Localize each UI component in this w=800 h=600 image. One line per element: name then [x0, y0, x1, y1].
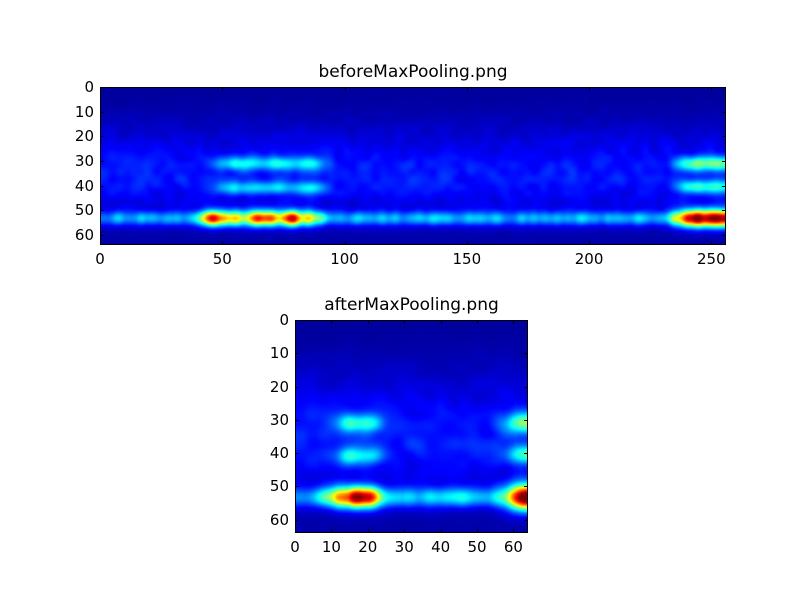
y-tick-mark	[295, 519, 299, 521]
y-tick-mark-right	[722, 235, 726, 237]
y-tick-mark	[295, 353, 299, 355]
y-tick-label: 20	[269, 377, 289, 396]
x-tick-mark	[100, 241, 101, 245]
y-tick-label: 50	[74, 201, 94, 220]
y-tick-mark	[295, 386, 299, 388]
x-tick-label: 250	[697, 250, 726, 268]
x-tick-mark-top	[295, 320, 296, 324]
y-tick-mark-right	[524, 386, 528, 388]
y-tick-label: 20	[74, 127, 94, 146]
heatmap-canvas-after	[296, 321, 527, 532]
y-tick-label: 60	[269, 510, 289, 529]
heatmap-after-max-pooling[interactable]	[295, 320, 528, 533]
x-tick-mark	[440, 529, 442, 533]
y-tick-mark	[100, 136, 104, 138]
y-tick-label: 10	[74, 102, 94, 121]
y-tick-label: 40	[74, 176, 94, 195]
y-tick-mark-right	[524, 519, 528, 521]
x-tick-mark-top	[222, 87, 224, 91]
y-tick-label: 30	[269, 410, 289, 429]
x-tick-mark	[331, 529, 333, 533]
x-tick-mark	[589, 241, 591, 245]
y-tick-mark-right	[524, 320, 528, 321]
x-tick-label: 200	[574, 250, 604, 268]
x-tick-mark-top	[404, 320, 406, 324]
y-tick-mark	[295, 320, 299, 321]
axes-before-max-pooling: beforeMaxPooling.png 0 10 20 30 40 50 60 0 50 100…	[75, 62, 726, 268]
y-tick-mark	[100, 210, 104, 212]
x-tick-mark	[404, 529, 406, 533]
y-tick-mark	[295, 486, 299, 488]
x-tick-label: 100	[330, 250, 359, 268]
x-tick-mark-top	[440, 320, 442, 324]
y-tick-mark	[295, 419, 299, 421]
y-tick-mark	[295, 453, 299, 455]
y-tick-mark-right	[722, 111, 726, 113]
heatmap-before-max-pooling[interactable]	[100, 87, 726, 245]
x-tick-label: 0	[290, 538, 300, 556]
x-tick-mark-top	[513, 320, 515, 324]
x-tick-label: 60	[503, 538, 523, 556]
x-tick-mark-top	[589, 87, 591, 91]
x-tick-mark	[477, 529, 479, 533]
x-tick-label: 0	[95, 250, 105, 268]
x-tick-mark-top	[100, 87, 101, 91]
y-tick-mark	[100, 87, 104, 88]
x-tick-mark-top	[344, 87, 346, 91]
y-tick-label: 60	[74, 226, 94, 245]
y-tick-label: 30	[74, 152, 94, 171]
x-tick-mark	[711, 241, 713, 245]
y-tick-mark	[100, 161, 104, 163]
y-tick-label: 0	[84, 78, 94, 96]
x-tick-mark	[513, 529, 515, 533]
axes-after-max-pooling: afterMaxPooling.png 0 10 20 30 40 50 60 0 10 20 30…	[270, 295, 528, 556]
y-tick-mark-right	[722, 210, 726, 212]
y-tick-mark	[100, 235, 104, 237]
x-tick-mark	[367, 529, 369, 533]
x-tick-mark-top	[466, 87, 468, 91]
y-tick-mark-right	[722, 185, 726, 187]
y-tick-label: 40	[269, 444, 289, 463]
y-tick-mark-right	[524, 453, 528, 455]
x-tick-mark	[295, 529, 296, 533]
y-tick-label: 10	[269, 344, 289, 363]
y-tick-mark-right	[524, 353, 528, 355]
x-tick-label: 40	[431, 538, 451, 556]
x-tick-mark-top	[711, 87, 713, 91]
x-tick-mark	[344, 241, 346, 245]
x-tick-label: 30	[394, 538, 414, 556]
x-tick-mark-top	[367, 320, 369, 324]
y-tick-mark	[100, 111, 104, 113]
x-tick-label: 20	[358, 538, 378, 556]
x-tick-label: 150	[452, 250, 482, 268]
x-tick-label: 50	[467, 538, 487, 556]
x-tick-mark-top	[477, 320, 479, 324]
y-tick-mark-right	[524, 486, 528, 488]
x-tick-label: 50	[212, 250, 232, 268]
y-tick-mark-right	[524, 419, 528, 421]
y-tick-mark-right	[722, 136, 726, 138]
x-tick-mark-top	[331, 320, 333, 324]
chart-title-after: afterMaxPooling.png	[324, 295, 499, 315]
chart-title-before: beforeMaxPooling.png	[318, 62, 508, 82]
y-tick-mark-right	[722, 161, 726, 163]
y-tick-label: 0	[279, 311, 289, 329]
y-tick-mark-right	[722, 87, 726, 88]
heatmap-canvas-before	[101, 88, 725, 244]
y-tick-mark	[100, 185, 104, 187]
x-tick-mark	[466, 241, 468, 245]
x-tick-label: 10	[321, 538, 341, 556]
x-tick-mark	[222, 241, 224, 245]
y-tick-label: 50	[269, 477, 289, 496]
